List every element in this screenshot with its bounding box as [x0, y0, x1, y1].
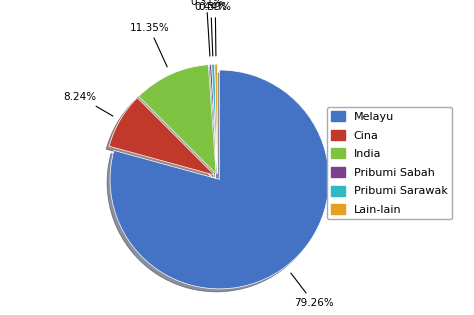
Wedge shape [212, 64, 218, 174]
Text: 0.31%: 0.31% [190, 0, 223, 56]
Text: 11.35%: 11.35% [129, 23, 169, 67]
Wedge shape [210, 64, 217, 174]
Wedge shape [215, 64, 218, 174]
Wedge shape [139, 65, 216, 174]
Text: 79.26%: 79.26% [291, 273, 334, 308]
Wedge shape [109, 98, 215, 175]
Legend: Melayu, Cina, India, Pribumi Sabah, Pribumi Sarawak, Lain-lain: Melayu, Cina, India, Pribumi Sabah, Prib… [327, 107, 452, 219]
Text: 8.24%: 8.24% [64, 92, 113, 116]
Text: 0.44%: 0.44% [194, 2, 228, 56]
Wedge shape [110, 70, 329, 289]
Text: 0.39%: 0.39% [199, 2, 232, 56]
